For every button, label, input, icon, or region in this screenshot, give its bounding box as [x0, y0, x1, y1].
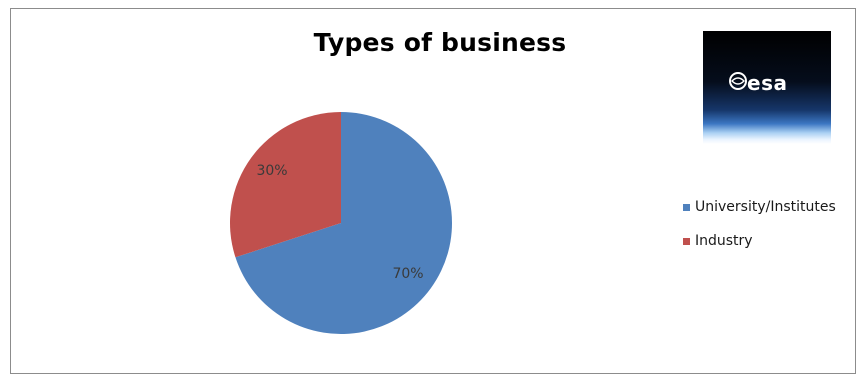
logo-text: esa — [747, 71, 788, 95]
legend: University/Institutes Industry — [683, 198, 836, 266]
legend-item-industry: Industry — [683, 232, 836, 250]
legend-swatch-university — [683, 203, 690, 211]
pie-data-label: 70% — [392, 266, 423, 282]
esa-logo: esa — [703, 31, 831, 144]
legend-swatch-industry — [683, 237, 690, 245]
globe-icon — [729, 72, 747, 90]
pie-slice-industry — [230, 112, 341, 258]
legend-label: Industry — [695, 233, 753, 249]
chart-title: Types of business — [313, 28, 567, 57]
legend-label: University/Institutes — [695, 199, 836, 215]
pie-slice-university — [235, 112, 453, 335]
pie-data-label: 30% — [256, 163, 287, 179]
legend-item-university: University/Institutes — [683, 198, 836, 216]
